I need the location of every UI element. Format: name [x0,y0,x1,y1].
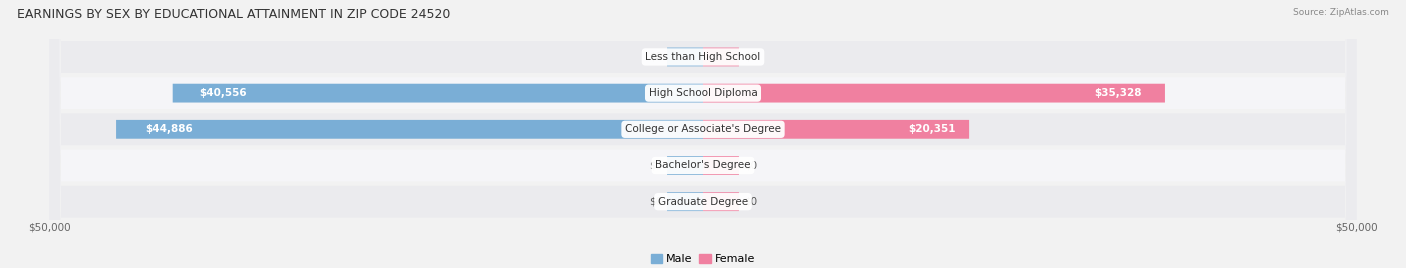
Text: $0: $0 [648,161,662,170]
Text: $0: $0 [648,52,662,62]
Text: Bachelor's Degree: Bachelor's Degree [655,161,751,170]
FancyBboxPatch shape [703,156,740,175]
Text: High School Diploma: High School Diploma [648,88,758,98]
Text: $0: $0 [648,197,662,207]
FancyBboxPatch shape [703,47,740,66]
FancyBboxPatch shape [49,0,1357,268]
FancyBboxPatch shape [666,192,703,211]
Text: $35,328: $35,328 [1094,88,1142,98]
Text: Source: ZipAtlas.com: Source: ZipAtlas.com [1294,8,1389,17]
Text: $20,351: $20,351 [908,124,956,134]
FancyBboxPatch shape [49,0,1357,268]
Text: EARNINGS BY SEX BY EDUCATIONAL ATTAINMENT IN ZIP CODE 24520: EARNINGS BY SEX BY EDUCATIONAL ATTAINMEN… [17,8,450,21]
FancyBboxPatch shape [49,0,1357,268]
FancyBboxPatch shape [49,0,1357,268]
FancyBboxPatch shape [703,120,969,139]
FancyBboxPatch shape [49,0,1357,268]
FancyBboxPatch shape [666,156,703,175]
Text: $0: $0 [744,52,758,62]
FancyBboxPatch shape [703,192,740,211]
Legend: Male, Female: Male, Female [647,249,759,268]
Text: $40,556: $40,556 [200,88,247,98]
Text: $44,886: $44,886 [145,124,193,134]
Text: Less than High School: Less than High School [645,52,761,62]
Text: Graduate Degree: Graduate Degree [658,197,748,207]
FancyBboxPatch shape [117,120,703,139]
Text: College or Associate's Degree: College or Associate's Degree [626,124,780,134]
Text: $0: $0 [744,197,758,207]
Text: $0: $0 [744,161,758,170]
FancyBboxPatch shape [703,84,1166,103]
FancyBboxPatch shape [666,47,703,66]
FancyBboxPatch shape [173,84,703,103]
